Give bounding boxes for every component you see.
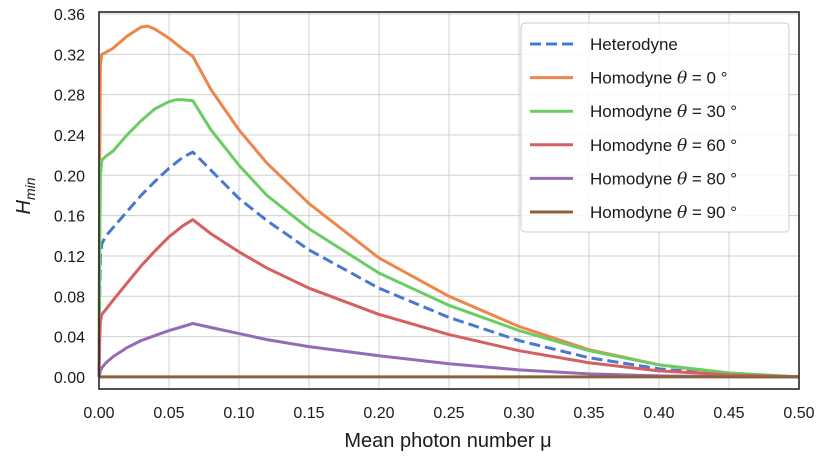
x-tick-label: 0.25 bbox=[433, 405, 464, 422]
x-tick-label: 0.10 bbox=[223, 405, 254, 422]
legend-label-theta: θ bbox=[677, 169, 687, 189]
legend-label-value: = 80 ° bbox=[687, 169, 737, 188]
y-tick-label: 0.08 bbox=[54, 289, 85, 306]
y-tick-label: 0.00 bbox=[54, 370, 85, 387]
legend-label-value: = 90 ° bbox=[687, 203, 737, 222]
legend-label-value: = 30 ° bbox=[687, 102, 737, 121]
x-tick-label: 0.20 bbox=[363, 405, 394, 422]
y-axis-label-subscript: min bbox=[22, 177, 38, 200]
legend-label: Homodyne θ = 30 ° bbox=[590, 102, 737, 122]
y-tick-label: 0.36 bbox=[54, 7, 85, 24]
legend-label: Homodyne θ = 80 ° bbox=[590, 169, 737, 189]
y-axis-label-main: H bbox=[13, 200, 35, 215]
x-tick-label: 0.50 bbox=[783, 405, 814, 422]
y-tick-label: 0.04 bbox=[54, 330, 85, 347]
series-line-homodyne-60 bbox=[97, 218, 800, 379]
legend-label-theta: θ bbox=[677, 203, 687, 223]
svg-text:Hmin: Hmin bbox=[13, 177, 38, 214]
series-layer bbox=[97, 24, 800, 379]
legend-label-value: = 0 ° bbox=[687, 69, 727, 88]
series-line-heterodyne bbox=[97, 150, 800, 379]
x-tick-label: 0.35 bbox=[573, 405, 604, 422]
x-tick-label: 0.40 bbox=[643, 405, 674, 422]
x-tick-labels: 0.00 0.05 0.10 0.15 0.20 0.25 0.30 0.35 0.40 0.45… bbox=[83, 405, 814, 422]
y-tick-labels: 0.00 0.04 0.08 0.12 0.16 0.20 0.24 0.28 0.32 0.36 bbox=[54, 7, 85, 387]
legend-label-theta: θ bbox=[677, 102, 687, 122]
legend-label-theta: θ bbox=[677, 136, 687, 156]
x-tick-label: 0.15 bbox=[293, 405, 324, 422]
plot-frame bbox=[98, 11, 800, 390]
y-tick-label: 0.28 bbox=[54, 88, 85, 105]
legend-label: Homodyne θ = 90 ° bbox=[590, 203, 737, 223]
legend-label-text: Homodyne bbox=[590, 203, 677, 222]
legend-label-text: Homodyne bbox=[590, 69, 677, 88]
legend-label-text: Homodyne bbox=[590, 169, 677, 188]
legend-label: Homodyne θ = 60 ° bbox=[590, 136, 737, 156]
series-line-homodyne-0 bbox=[97, 24, 800, 379]
y-tick-label: 0.16 bbox=[54, 209, 85, 226]
legend-label: Heterodyne bbox=[590, 35, 678, 54]
legend-box bbox=[520, 22, 790, 233]
y-tick-label: 0.24 bbox=[54, 128, 85, 145]
x-tick-label: 0.00 bbox=[83, 405, 114, 422]
y-tick-label: 0.32 bbox=[54, 47, 85, 64]
x-axis-label: Mean photon number μ bbox=[344, 430, 551, 452]
legend-label: Homodyne θ = 0 ° bbox=[590, 69, 728, 89]
series-line-homodyne-30 bbox=[97, 98, 800, 379]
y-axis-label: Hmin bbox=[13, 177, 38, 214]
legend-label-text: Homodyne bbox=[590, 102, 677, 121]
x-tick-label: 0.05 bbox=[153, 405, 184, 422]
legend-label-text: Homodyne bbox=[590, 136, 677, 155]
legend-label-theta: θ bbox=[677, 69, 687, 89]
y-tick-label: 0.12 bbox=[54, 249, 85, 266]
x-tick-label: 0.45 bbox=[713, 405, 744, 422]
legend-label-text: Heterodyne bbox=[590, 35, 678, 54]
legend-label-value: = 60 ° bbox=[687, 136, 737, 155]
series-line-homodyne-80 bbox=[97, 321, 800, 379]
y-tick-label: 0.20 bbox=[54, 168, 85, 185]
x-tick-label: 0.30 bbox=[503, 405, 534, 422]
